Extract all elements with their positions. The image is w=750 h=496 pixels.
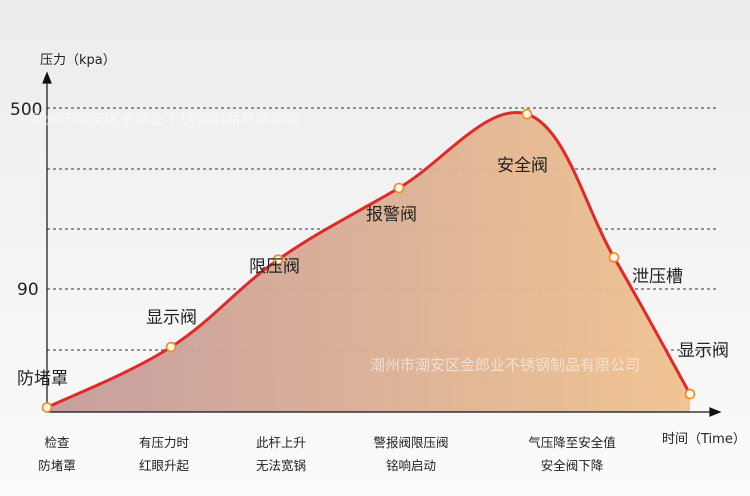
- y-axis-arrow-icon: [42, 71, 52, 84]
- stage-caption: 无法宽锅: [256, 458, 306, 473]
- point-label-anquanfa: 安全阀: [497, 156, 548, 176]
- point-labels: 防堵罩 显示阀 限压阀 报警阀 安全阀 泄压槽 显示阀: [17, 156, 729, 389]
- marker-point: [165, 341, 177, 353]
- stage-caption: 防堵罩: [38, 458, 76, 473]
- stage-caption: 安全阀下降: [541, 458, 604, 473]
- stage-caption: 气压降至安全值: [528, 435, 616, 450]
- stage-caption: 铭响启动: [386, 458, 436, 473]
- stage-caption: 检查: [44, 435, 70, 450]
- stage-caption: 红眼升起: [139, 458, 190, 473]
- stage-captions: 检查 防堵罩 有压力时 红眼升起 此杆上升 无法宽锅 警报阀限压阀 铭响启动 气…: [38, 435, 616, 473]
- watermark: 潮州市潮安区金郎业不锈钢制品有限公司: [30, 110, 300, 128]
- marker-point: [684, 388, 696, 400]
- pressure-area: [47, 112, 690, 412]
- y-axis-title: 压力（kpa）: [40, 53, 116, 68]
- markers: [41, 108, 696, 413]
- stage-caption: 有压力时: [139, 435, 190, 450]
- marker-point: [521, 108, 533, 120]
- marker-point: [272, 254, 284, 265]
- y-tick-label: 500: [10, 100, 42, 120]
- point-label-fangduzhao: 防堵罩: [17, 369, 68, 389]
- marker-point: [393, 182, 405, 194]
- marker-point: [608, 252, 620, 263]
- point-label-xianyafa: 限压阀: [249, 257, 300, 277]
- stage-caption: 此杆上升: [256, 435, 306, 450]
- point-label-baojingfa: 报警阀: [366, 205, 417, 225]
- point-label-xieyacao: 泄压槽: [632, 267, 683, 287]
- x-axis-title: 时间（Time）: [662, 432, 746, 447]
- y-tick-label: 90: [17, 280, 39, 300]
- axes: [42, 71, 722, 417]
- point-label-xianshifa-end: 显示阀: [678, 341, 729, 361]
- point-label-xianshifa: 显示阀: [146, 308, 197, 328]
- x-axis-arrow-icon: [709, 407, 722, 417]
- stage-caption: 警报阀限压阀: [373, 435, 448, 450]
- watermark: 潮州市潮安区金郎业不锈钢制品有限公司: [370, 356, 640, 374]
- marker-point: [41, 402, 53, 413]
